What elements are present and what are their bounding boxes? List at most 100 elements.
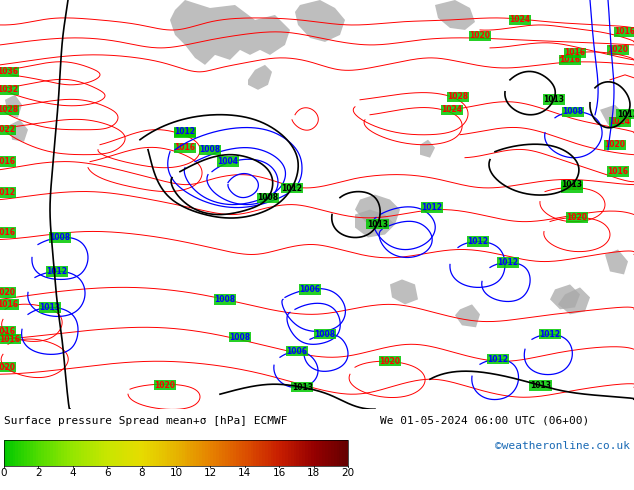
Bar [276,440,279,465]
Text: 20: 20 [342,468,354,478]
Bar [196,440,199,465]
Bar [139,440,141,465]
Text: 1012: 1012 [498,258,519,267]
Text: 1036: 1036 [0,67,18,76]
Text: 1022: 1022 [0,125,15,134]
Bar [193,440,196,465]
Bar [75,440,79,465]
Text: 1013: 1013 [39,303,60,312]
Bar [30,440,33,465]
Bar [87,440,90,465]
Bar [190,440,193,465]
Text: 1020: 1020 [470,31,491,41]
Bar [236,440,239,465]
Text: 1008: 1008 [200,145,221,154]
Bar [290,440,294,465]
Text: 6: 6 [104,468,110,478]
Text: 1008: 1008 [562,107,583,116]
Text: 1032: 1032 [0,85,18,94]
Bar [228,440,231,465]
Bar [84,440,87,465]
Bar [184,440,188,465]
Text: We 01-05-2024 06:00 UTC (06+00): We 01-05-2024 06:00 UTC (06+00) [380,416,589,426]
Bar [7,440,10,465]
Bar [145,440,147,465]
Text: 1013: 1013 [530,381,551,390]
Text: 1006: 1006 [299,285,321,294]
Bar [53,440,56,465]
Bar [188,440,190,465]
Bar [288,440,290,465]
Bar [27,440,30,465]
Bar [273,440,276,465]
Text: Surface pressure Spread mean+σ [hPa] ECMWF: Surface pressure Spread mean+σ [hPa] ECM… [4,416,287,426]
Bar [113,440,116,465]
Bar [165,440,167,465]
Bar [182,440,184,465]
Text: 1020: 1020 [607,46,628,54]
Bar [110,440,113,465]
Bar [314,440,316,465]
Text: 1012: 1012 [46,267,67,276]
Bar [256,440,259,465]
Bar [127,440,130,465]
Bar [141,440,145,465]
Bar [133,440,136,465]
Bar [171,440,173,465]
Bar [81,440,84,465]
Bar [179,440,182,465]
Bar [147,440,150,465]
Text: 1020: 1020 [0,288,15,297]
Text: 1012: 1012 [467,237,489,246]
Bar [119,440,122,465]
Text: 1016: 1016 [564,49,586,57]
Bar [79,440,81,465]
Bar [279,440,282,465]
Text: ©weatheronline.co.uk: ©weatheronline.co.uk [495,441,630,450]
Text: 1016: 1016 [607,167,628,176]
Bar [262,440,265,465]
Text: 1016: 1016 [0,335,20,344]
Bar [299,440,302,465]
Text: 1016: 1016 [559,55,581,64]
Bar [242,440,245,465]
Bar [268,440,271,465]
Bar [18,440,21,465]
Bar [322,440,325,465]
Text: 1024: 1024 [510,16,531,24]
Bar [156,440,158,465]
Bar [61,440,64,465]
Text: 1013: 1013 [561,180,582,189]
Bar [33,440,36,465]
Bar [101,440,105,465]
Bar [93,440,96,465]
Bar [99,440,101,465]
Bar [239,440,242,465]
Text: 1020: 1020 [380,357,401,366]
Bar [342,440,345,465]
Bar [331,440,333,465]
Bar [67,440,70,465]
Text: 1008: 1008 [230,333,250,342]
Bar [216,440,219,465]
Text: 16: 16 [273,468,286,478]
Text: 1024: 1024 [609,117,630,126]
Bar [320,440,322,465]
Text: 1020: 1020 [174,128,195,137]
Text: 8: 8 [138,468,145,478]
Bar [41,440,44,465]
Text: 1012: 1012 [174,127,195,136]
Bar [24,440,27,465]
Bar [150,440,153,465]
Text: 4: 4 [70,468,76,478]
Text: 1028: 1028 [448,92,469,101]
Bar [219,440,222,465]
Bar [58,440,61,465]
Bar [153,440,156,465]
Text: 1013: 1013 [617,110,634,119]
Bar [167,440,171,465]
Bar [308,440,311,465]
Text: 1008: 1008 [314,330,335,339]
Bar [73,440,75,465]
Text: 1012: 1012 [281,184,302,193]
